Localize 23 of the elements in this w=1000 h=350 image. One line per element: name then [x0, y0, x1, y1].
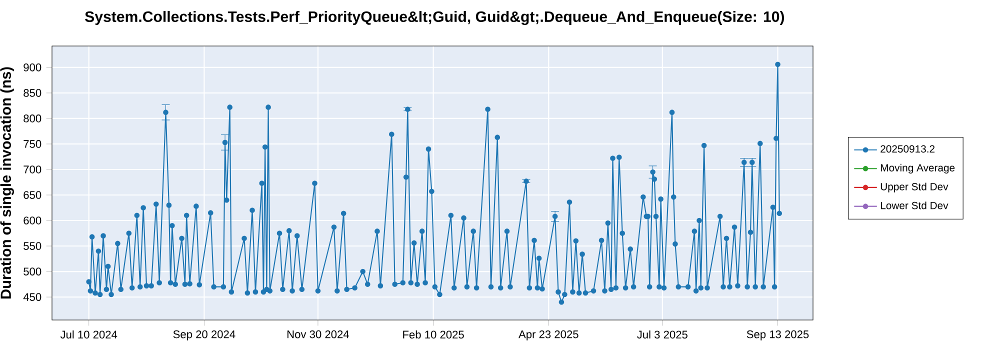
y-tick-label: 800 — [24, 114, 42, 122]
x-tick-label: Feb 10 2025 — [403, 330, 464, 339]
legend-label: Moving Average — [880, 164, 955, 174]
x-tick-label: Sep 20 2024 — [173, 330, 236, 340]
y-tick-label: 650 — [24, 191, 42, 199]
x-tick-label: Jul 3 2025 — [637, 330, 688, 339]
y-tick-label: 900 — [24, 64, 42, 72]
y-tick-label: 450 — [23, 293, 42, 301]
x-tick-label: Nov 30 2024 — [287, 330, 349, 338]
y-tick-label: 600 — [24, 216, 42, 224]
legend-label: Upper Std Dev — [880, 182, 948, 192]
chart-title: System.Collections.Tests.Perf_PriorityQueue&lt;Guid, Guid&gt;.Dequeue_And_Enqueue(Size: 10) — [85, 10, 784, 26]
y-tick-label: 700 — [24, 166, 42, 174]
x-tick-label: Sep 13 2025 — [746, 330, 809, 340]
x-tick-label: Apr 23 2025 — [518, 330, 578, 340]
y-tick-label: 750 — [24, 140, 42, 148]
x-tick-label: Jul 10 2024 — [60, 330, 118, 339]
y-tick-label: 500 — [24, 268, 42, 276]
legend-label: Lower Std Dev — [880, 202, 948, 210]
legend-label: 20250913.2 — [880, 145, 935, 153]
y-tick-label: 850 — [24, 89, 42, 97]
y-axis-title: Duration of single invocation (ns) — [0, 67, 14, 299]
y-tick-label: 550 — [24, 242, 42, 250]
